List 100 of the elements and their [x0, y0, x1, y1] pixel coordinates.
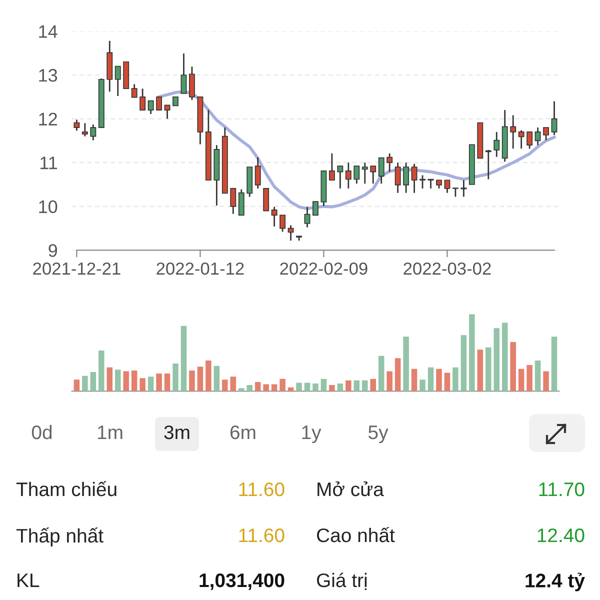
bar [164, 374, 170, 392]
candlestick [271, 206, 278, 228]
bar [370, 378, 376, 392]
candlestick [378, 157, 384, 184]
bar [131, 370, 138, 392]
bar [494, 328, 500, 392]
candlestick [403, 162, 410, 194]
bar [526, 365, 532, 392]
bar [148, 376, 154, 392]
bar [230, 376, 236, 392]
category-label: 0d [32, 424, 52, 440]
bar [469, 314, 475, 392]
bar [312, 384, 318, 392]
bar [189, 370, 195, 392]
bar [320, 378, 327, 392]
candlestick [74, 118, 80, 132]
candlestick [444, 179, 450, 194]
bar [436, 368, 442, 392]
bar [486, 347, 492, 392]
category-label: 1y [302, 426, 322, 444]
y-tick-label: 13 [39, 68, 58, 82]
category-label: 5y [368, 426, 388, 444]
candlestick [543, 126, 549, 141]
y-tick-label: 10 [39, 200, 58, 214]
candlestick [180, 52, 187, 94]
bar [329, 385, 335, 392]
bar [197, 366, 204, 392]
candlestick [411, 163, 418, 194]
bar [222, 380, 228, 392]
candlestick [510, 114, 516, 150]
candlestick [140, 88, 146, 111]
candlestick [189, 66, 195, 101]
candlestick [263, 188, 270, 212]
bar [246, 385, 252, 392]
candlestick [370, 165, 376, 184]
candlestick [131, 84, 138, 98]
candlestick [362, 162, 368, 184]
candlestick [148, 100, 154, 115]
candlestick [534, 126, 541, 146]
candlestick [90, 124, 96, 141]
y-tick-label: 12 [39, 112, 57, 126]
bar [156, 374, 162, 392]
bar [238, 388, 244, 392]
text: 11.60 [239, 482, 284, 496]
bar [280, 378, 286, 392]
candlestick [494, 131, 500, 158]
category-label: 1m [98, 426, 122, 440]
bar [90, 372, 96, 392]
candlestick [328, 152, 335, 181]
candlestick [345, 162, 352, 190]
x-tick-label: 2021-12-21 [33, 262, 120, 275]
candlestick [238, 188, 244, 216]
bar [394, 358, 401, 392]
candlestick [394, 162, 401, 194]
bar [82, 376, 88, 392]
x-tick-label: 2022-03-02 [404, 262, 491, 275]
text: 12.40 [538, 528, 584, 542]
bar [140, 378, 146, 392]
bar [114, 370, 121, 392]
y-tick-label: 9 [48, 244, 58, 257]
category-label: Mở cửa [318, 481, 384, 496]
candlestick [354, 165, 360, 184]
bar [337, 384, 344, 392]
candlestick [518, 129, 524, 150]
category-label: KL [18, 574, 40, 588]
candlestick [164, 104, 170, 120]
bar [502, 322, 508, 392]
category-label: Cao nhất [316, 527, 395, 542]
bar [452, 367, 458, 392]
bar [74, 380, 80, 392]
bar [98, 350, 104, 392]
bar [362, 380, 368, 392]
candlestick [420, 174, 426, 190]
bar [428, 367, 434, 392]
bar [477, 350, 484, 392]
candlestick [312, 201, 318, 216]
candlestick [82, 122, 88, 138]
category-label: Tham chiếu [16, 481, 116, 496]
candlestick [114, 66, 121, 97]
candlestick [230, 188, 236, 215]
bar [180, 326, 187, 392]
bar [518, 368, 524, 392]
text: 12.4 tỷ [526, 572, 585, 592]
category-label: Giá trị [316, 572, 367, 590]
bar [543, 371, 549, 392]
bar [263, 384, 269, 392]
candlestick [337, 165, 344, 190]
candlestick [254, 156, 261, 190]
bar [214, 366, 220, 392]
category-label: 3m [164, 425, 190, 440]
bar [378, 356, 384, 392]
y-tick-label: 11 [40, 156, 57, 170]
x-tick-label: 2022-02-09 [280, 262, 368, 275]
bar [510, 342, 516, 392]
bar [296, 382, 302, 392]
candlestick [280, 214, 286, 232]
candlestick [485, 149, 492, 180]
text: 11.70 [539, 482, 584, 496]
y-tick-label: 14 [39, 25, 58, 38]
candlestick [551, 100, 558, 136]
